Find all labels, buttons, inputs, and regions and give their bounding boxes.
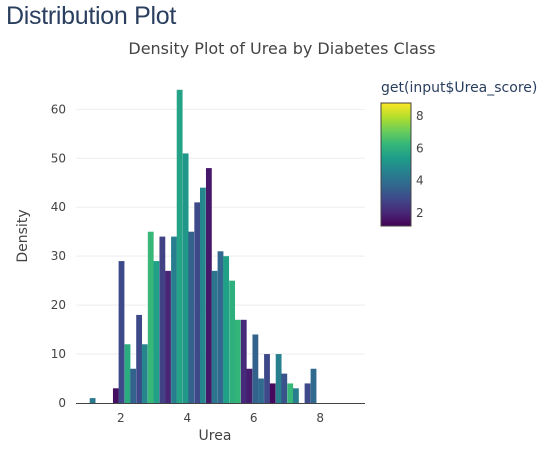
bar bbox=[136, 314, 143, 403]
bar bbox=[292, 388, 299, 403]
bar bbox=[188, 231, 195, 403]
bar bbox=[194, 202, 201, 403]
bar bbox=[205, 168, 212, 403]
y-tick-label: 60 bbox=[51, 102, 66, 116]
colorbar-tick-label: 2 bbox=[416, 206, 424, 220]
bar bbox=[89, 398, 96, 403]
bar bbox=[159, 236, 166, 403]
y-tick-label: 30 bbox=[51, 249, 66, 263]
bar bbox=[281, 373, 288, 403]
colorbar-tick-label: 4 bbox=[416, 174, 424, 188]
bar bbox=[234, 319, 241, 403]
y-tick-label: 0 bbox=[58, 396, 66, 410]
bar bbox=[246, 368, 253, 403]
y-tick-label: 40 bbox=[51, 200, 66, 214]
colorbar-title: get(input$Urea_score) bbox=[381, 80, 537, 96]
chart-title: Density Plot of Urea by Diabetes Class bbox=[128, 39, 435, 58]
bar bbox=[269, 383, 276, 403]
bar bbox=[182, 153, 189, 403]
bar bbox=[264, 354, 270, 403]
y-axis-ticks: 0 10 20 30 40 50 60 bbox=[51, 102, 66, 410]
bar bbox=[118, 261, 125, 403]
colorbar-ticks: 2 4 6 8 bbox=[416, 109, 424, 220]
y-tick-label: 10 bbox=[51, 347, 66, 361]
bar bbox=[258, 378, 264, 403]
colorbar bbox=[380, 102, 412, 227]
bar bbox=[176, 89, 183, 404]
x-axis-ticks: 2 4 6 8 bbox=[117, 411, 324, 425]
x-tick-label: 4 bbox=[183, 411, 191, 425]
page-heading: Distribution Plot bbox=[6, 2, 176, 30]
colorbar-tick-label: 8 bbox=[416, 109, 424, 123]
bar bbox=[130, 368, 137, 403]
bar bbox=[310, 368, 317, 403]
bar bbox=[223, 256, 230, 403]
bar bbox=[153, 261, 160, 403]
bar bbox=[141, 344, 148, 403]
bar bbox=[211, 270, 218, 403]
x-tick-label: 6 bbox=[250, 411, 258, 425]
y-tick-label: 20 bbox=[51, 298, 66, 312]
bar bbox=[252, 334, 259, 403]
bar bbox=[124, 344, 131, 403]
bar bbox=[304, 383, 311, 403]
bar bbox=[287, 383, 294, 403]
x-tick-label: 8 bbox=[316, 411, 324, 425]
bar bbox=[171, 236, 177, 403]
bars bbox=[89, 89, 317, 404]
x-axis-title: Urea bbox=[199, 428, 232, 444]
y-axis-title: Density bbox=[15, 209, 31, 262]
bar bbox=[240, 319, 247, 403]
x-tick-label: 2 bbox=[117, 411, 125, 425]
bar bbox=[229, 280, 236, 403]
bar bbox=[112, 388, 119, 403]
bar bbox=[165, 270, 171, 403]
bar bbox=[275, 354, 282, 403]
colorbar-tick-label: 6 bbox=[416, 141, 424, 155]
bar bbox=[199, 187, 206, 403]
bar bbox=[147, 231, 154, 403]
y-tick-label: 50 bbox=[51, 151, 66, 165]
bar bbox=[217, 251, 224, 403]
